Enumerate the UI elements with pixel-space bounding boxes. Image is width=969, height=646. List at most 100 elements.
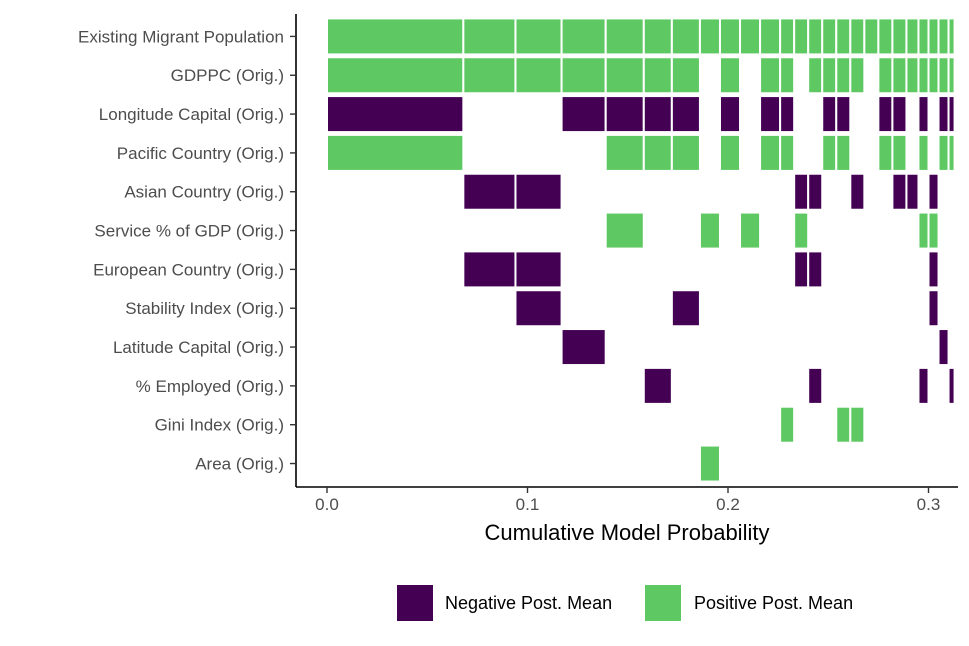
cell-existing-migrant-population-model-24 xyxy=(937,17,950,56)
cell-gdppc-orig-model-4 xyxy=(560,56,607,95)
cell-existing-migrant-population-model-22 xyxy=(917,17,930,56)
cell-area-orig-model-8 xyxy=(698,444,721,483)
cell-existing-migrant-population-model-5 xyxy=(604,17,645,56)
cell-pacific-country-orig-model-12 xyxy=(779,133,796,172)
cell-pacific-country-orig-model-7 xyxy=(670,133,701,172)
model-cells xyxy=(326,17,956,483)
cell-longitude-capital-orig-model-11 xyxy=(759,95,782,134)
cell-existing-migrant-population-model-10 xyxy=(739,17,762,56)
cell-asian-country-orig-model-23 xyxy=(927,172,940,211)
cell-longitude-capital-orig-model-7 xyxy=(670,95,701,134)
cell-asian-country-orig-model-2 xyxy=(462,172,517,211)
cell-existing-migrant-population-model-9 xyxy=(718,17,742,56)
cell-longitude-capital-orig-model-1 xyxy=(326,95,465,134)
cell-longitude-capital-orig-model-22 xyxy=(917,95,930,134)
cell-pacific-country-orig-model-15 xyxy=(821,133,838,172)
y-tick-label: Gini Index (Orig.) xyxy=(155,416,284,435)
cell-gdppc-orig-model-6 xyxy=(642,56,673,95)
cell-gdppc-orig-model-5 xyxy=(604,56,645,95)
cell-existing-migrant-population-model-15 xyxy=(821,17,838,56)
cell-existing-migrant-population-model-12 xyxy=(779,17,796,56)
cell-existing-migrant-population-model-11 xyxy=(759,17,782,56)
cell-stability-index-orig-model-7 xyxy=(670,289,701,328)
cell-european-country-orig-model-13 xyxy=(793,250,810,289)
cell-longitude-capital-orig-model-16 xyxy=(835,95,852,134)
cell-pacific-country-orig-model-5 xyxy=(604,133,645,172)
y-tick-label: GDPPC (Orig.) xyxy=(171,66,284,85)
legend: Negative Post. Mean Positive Post. Mean xyxy=(397,585,853,621)
cell-existing-migrant-population-model-23 xyxy=(927,17,940,56)
cell-pacific-country-orig-model-20 xyxy=(891,133,908,172)
cell-gdppc-orig-model-14 xyxy=(807,56,824,95)
cell-existing-migrant-population-model-3 xyxy=(514,17,563,56)
y-axis: Existing Migrant Population GDPPC (Orig.)… xyxy=(78,27,296,474)
cell-latitude-capital-orig-model-4 xyxy=(560,328,607,367)
legend-label-positive-post-mean: Positive Post. Mean xyxy=(694,593,853,613)
cell-asian-country-orig-model-14 xyxy=(807,172,824,211)
cell-existing-migrant-population-model-2 xyxy=(462,17,517,56)
cell-service-of-gdp-orig-model-8 xyxy=(698,211,721,250)
cell-pacific-country-orig-model-22 xyxy=(917,133,930,172)
cell-european-country-orig-model-2 xyxy=(462,250,517,289)
y-tick-label: Stability Index (Orig.) xyxy=(125,299,284,318)
cell-pacific-country-orig-model-11 xyxy=(759,133,782,172)
cell-existing-migrant-population-model-7 xyxy=(670,17,701,56)
legend-key-positive-post-mean xyxy=(645,585,681,621)
cell-gdppc-orig-model-22 xyxy=(917,56,930,95)
cell-existing-migrant-population-model-14 xyxy=(807,17,824,56)
cell-longitude-capital-orig-model-12 xyxy=(779,95,796,134)
cell-asian-country-orig-model-21 xyxy=(905,172,920,211)
cell-employed-orig-model-25 xyxy=(947,366,956,405)
cell-existing-migrant-population-model-21 xyxy=(905,17,920,56)
cell-employed-orig-model-6 xyxy=(642,366,673,405)
cell-gini-index-orig-model-17 xyxy=(849,405,866,444)
cell-asian-country-orig-model-3 xyxy=(514,172,563,211)
cell-longitude-capital-orig-model-9 xyxy=(718,95,742,134)
cell-existing-migrant-population-model-25 xyxy=(947,17,956,56)
cell-employed-orig-model-22 xyxy=(917,366,930,405)
x-tick-label: 0.2 xyxy=(716,495,740,514)
cell-service-of-gdp-orig-model-13 xyxy=(793,211,810,250)
y-tick-label: Service % of GDP (Orig.) xyxy=(94,222,284,241)
cell-gdppc-orig-model-17 xyxy=(849,56,866,95)
cell-longitude-capital-orig-model-15 xyxy=(821,95,838,134)
cell-existing-migrant-population-model-8 xyxy=(698,17,721,56)
cell-existing-migrant-population-model-18 xyxy=(863,17,880,56)
cell-pacific-country-orig-model-1 xyxy=(326,133,465,172)
y-tick-label: European Country (Orig.) xyxy=(93,260,284,279)
cell-pacific-country-orig-model-25 xyxy=(947,133,956,172)
cell-pacific-country-orig-model-16 xyxy=(835,133,852,172)
y-tick-label: Asian Country (Orig.) xyxy=(124,183,284,202)
legend-key-negative-post-mean xyxy=(397,585,433,621)
cell-existing-migrant-population-model-1 xyxy=(326,17,465,56)
x-axis-title: Cumulative Model Probability xyxy=(485,520,770,545)
y-tick-label: Longitude Capital (Orig.) xyxy=(99,105,284,124)
y-tick-label: Latitude Capital (Orig.) xyxy=(113,338,284,357)
cell-gdppc-orig-model-24 xyxy=(937,56,950,95)
cell-gdppc-orig-model-11 xyxy=(759,56,782,95)
cell-gdppc-orig-model-20 xyxy=(891,56,908,95)
x-axis: 0.0 0.1 0.2 0.3 xyxy=(315,487,940,514)
legend-label-negative-post-mean: Negative Post. Mean xyxy=(445,593,612,613)
cell-longitude-capital-orig-model-4 xyxy=(560,95,607,134)
cell-employed-orig-model-14 xyxy=(807,366,824,405)
cell-longitude-capital-orig-model-6 xyxy=(642,95,673,134)
cell-longitude-capital-orig-model-25 xyxy=(947,95,956,134)
cell-longitude-capital-orig-model-20 xyxy=(891,95,908,134)
cell-gdppc-orig-model-21 xyxy=(905,56,920,95)
cell-gdppc-orig-model-1 xyxy=(326,56,465,95)
cell-gdppc-orig-model-23 xyxy=(927,56,940,95)
cell-service-of-gdp-orig-model-23 xyxy=(927,211,940,250)
cell-existing-migrant-population-model-17 xyxy=(849,17,866,56)
x-tick-label: 0.1 xyxy=(516,495,540,514)
cell-existing-migrant-population-model-6 xyxy=(642,17,673,56)
y-tick-label: Area (Orig.) xyxy=(195,455,284,474)
cell-gdppc-orig-model-9 xyxy=(718,56,742,95)
y-tick-label: Pacific Country (Orig.) xyxy=(117,144,284,163)
cell-longitude-capital-orig-model-5 xyxy=(604,95,645,134)
y-tick-label: % Employed (Orig.) xyxy=(136,377,284,396)
cell-longitude-capital-orig-model-19 xyxy=(877,95,894,134)
cell-gdppc-orig-model-19 xyxy=(877,56,894,95)
cell-gini-index-orig-model-12 xyxy=(779,405,796,444)
y-tick-label: Existing Migrant Population xyxy=(78,27,284,46)
